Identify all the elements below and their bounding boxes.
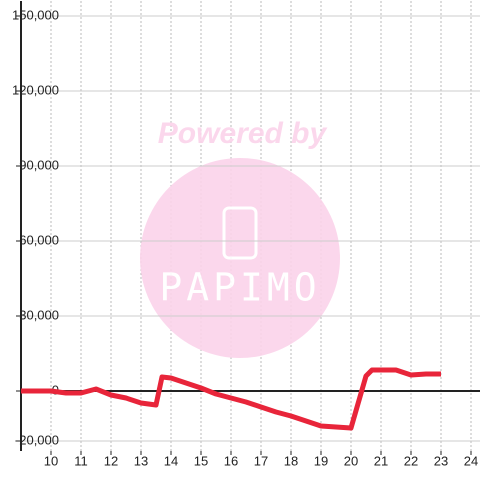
- x-tick-label: 10: [44, 453, 58, 468]
- y-tick-label: 60,000: [19, 232, 59, 247]
- watermark-text: Powered by: [158, 117, 328, 150]
- y-tick-label: 90,000: [19, 157, 59, 172]
- watermark: Powered by PAPIMO: [140, 117, 340, 358]
- x-tick-label: 22: [404, 453, 418, 468]
- y-tick-label: 150,000: [12, 7, 59, 22]
- x-tick-label: 20: [344, 453, 358, 468]
- x-tick-label: 17: [254, 453, 268, 468]
- y-tick-label: -20,000: [15, 432, 59, 447]
- x-tick-label: 19: [314, 453, 328, 468]
- x-tick-label: 14: [164, 453, 178, 468]
- x-tick-label: 21: [374, 453, 388, 468]
- x-tick-label: 13: [134, 453, 148, 468]
- y-tick-label: 30,000: [19, 307, 59, 322]
- y-tick-label: 120,000: [12, 82, 59, 97]
- x-tick-label: 16: [224, 453, 238, 468]
- watermark-logo: PAPIMO: [159, 266, 320, 310]
- x-tick-label: 15: [194, 453, 208, 468]
- watermark-icon: [222, 206, 258, 260]
- x-tick-label: 23: [434, 453, 448, 468]
- data-line: [21, 367, 441, 431]
- x-tick-label: 24: [464, 453, 478, 468]
- x-tick-label: 12: [104, 453, 118, 468]
- x-tick-label: 11: [74, 453, 88, 468]
- x-tick-label: 18: [284, 453, 298, 468]
